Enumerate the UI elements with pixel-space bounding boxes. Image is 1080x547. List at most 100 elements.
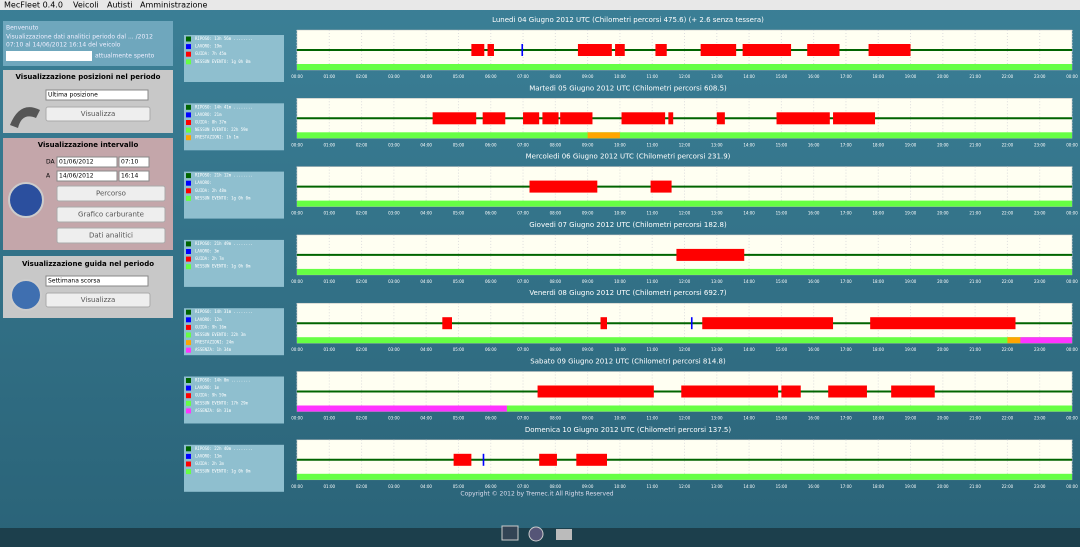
- app-name: MecFleet 0.4.0: [4, 1, 63, 10]
- hour-label: 11:00: [646, 211, 658, 216]
- hour-label: 22:00: [1002, 279, 1014, 284]
- taskbar-icon[interactable]: [556, 529, 572, 540]
- field-label: A: [46, 173, 51, 180]
- taskbar-icon[interactable]: [528, 526, 544, 542]
- time-field[interactable]: [118, 156, 150, 168]
- hour-label: 12:00: [679, 142, 691, 147]
- hour-label: 19:00: [905, 484, 917, 489]
- legend-swatch: [186, 385, 191, 391]
- hour-label: 02:00: [356, 484, 368, 489]
- activity-segment: [702, 317, 834, 330]
- hour-label: 12:00: [679, 484, 691, 489]
- menu-item[interactable]: Autisti: [107, 1, 132, 10]
- hour-label: 21:00: [969, 347, 981, 352]
- hour-label: 04:00: [420, 347, 432, 352]
- legend-swatch: [186, 400, 191, 406]
- hour-label: 10:00: [614, 74, 626, 79]
- hour-label: 18:00: [872, 416, 884, 421]
- date-value: 14/06/2012: [59, 173, 94, 180]
- menu-item[interactable]: Amministrazione: [140, 1, 207, 10]
- activity-segment: [521, 44, 524, 56]
- hour-label: 03:00: [388, 484, 400, 489]
- hour-label: 08:00: [550, 484, 562, 489]
- hour-label: 17:00: [840, 211, 852, 216]
- hour-label: 19:00: [905, 279, 917, 284]
- activity-segment: [868, 44, 911, 56]
- legend-swatch: [186, 264, 191, 270]
- hour-label: 13:00: [711, 416, 723, 421]
- legend-text: LAVORO: 3m: [195, 249, 220, 254]
- legend-text: GUIDA: 8h 37m: [195, 120, 227, 125]
- hour-label: 00:00: [1066, 142, 1078, 147]
- hour-label: 01:00: [324, 211, 336, 216]
- day-title: Mercoledi 06 Giugno 2012 UTC (Chilometri…: [526, 153, 731, 161]
- hour-label: 16:00: [808, 484, 820, 489]
- hour-label: 01:00: [324, 74, 336, 79]
- button-label: Percorso: [96, 190, 126, 198]
- select[interactable]: [45, 275, 149, 287]
- hour-label: 16:00: [808, 74, 820, 79]
- vehicle-field[interactable]: [6, 51, 92, 61]
- activity-segment: [453, 453, 472, 466]
- legend-swatch: [186, 135, 191, 141]
- legend-text: PRESTAZIONI: 1h 1m: [195, 135, 239, 140]
- button[interactable]: [45, 292, 151, 308]
- button[interactable]: [56, 185, 166, 202]
- legend-swatch: [186, 180, 191, 186]
- select[interactable]: [45, 89, 149, 101]
- hour-label: 23:00: [1034, 484, 1046, 489]
- button-label: Visualizza: [81, 296, 115, 304]
- hour-label: 05:00: [453, 416, 465, 421]
- hour-label: 11:00: [646, 279, 658, 284]
- activity-segment: [807, 44, 840, 56]
- legend-text: RIPOSO: 21h 49m ........: [195, 241, 253, 246]
- hour-label: 20:00: [937, 279, 949, 284]
- taskbar-icon[interactable]: [501, 525, 519, 541]
- hour-label: 19:00: [905, 142, 917, 147]
- day-title: Venerdi 08 Giugno 2012 UTC (Chilometri p…: [529, 289, 727, 297]
- button[interactable]: [56, 206, 166, 223]
- hour-label: 11:00: [646, 484, 658, 489]
- legend-text: ASSENZA: 1h 34m: [195, 347, 232, 352]
- date-field[interactable]: [56, 170, 118, 182]
- button[interactable]: [56, 227, 166, 244]
- date-field[interactable]: [56, 156, 118, 168]
- legend-swatch: [186, 317, 191, 323]
- activity-segment: [487, 44, 494, 56]
- hour-label: 23:00: [1034, 142, 1046, 147]
- legend-box: [184, 239, 284, 287]
- legend-text: GUIDA: 9h 16m: [195, 324, 227, 329]
- hour-label: 14:00: [743, 416, 755, 421]
- hour-label: 02:00: [356, 416, 368, 421]
- button[interactable]: [45, 106, 151, 122]
- legend-box: [184, 103, 284, 151]
- legend-text: LAVORO: 13m: [195, 453, 222, 458]
- hour-label: 14:00: [743, 74, 755, 79]
- hour-label: 00:00: [1066, 347, 1078, 352]
- time-field[interactable]: [118, 170, 150, 182]
- hour-label: 11:00: [646, 74, 658, 79]
- no-event-bar: [297, 200, 1072, 207]
- hour-label: 16:00: [808, 211, 820, 216]
- hour-label: 06:00: [485, 279, 497, 284]
- activity-segment: [537, 385, 654, 398]
- no-event-bar: [297, 64, 1072, 70]
- hour-label: 08:00: [550, 416, 562, 421]
- hour-label: 01:00: [324, 347, 336, 352]
- hour-label: 00:00: [291, 74, 303, 79]
- period-text: 07:10 al 14/06/2012 16:14 del veicolo: [6, 42, 121, 49]
- hour-label: 15:00: [776, 211, 788, 216]
- hour-label: 01:00: [324, 142, 336, 147]
- hour-label: 20:00: [937, 142, 949, 147]
- hour-label: 08:00: [550, 211, 562, 216]
- activity-segment: [576, 453, 607, 466]
- menu-item[interactable]: Veicoli: [73, 1, 99, 10]
- panel-title: Visualizzazione posizioni nel periodo: [16, 73, 161, 81]
- hour-label: 16:00: [808, 416, 820, 421]
- hour-label: 06:00: [485, 74, 497, 79]
- legend-box: [184, 376, 284, 424]
- hour-label: 13:00: [711, 347, 723, 352]
- legend-swatch: [186, 127, 191, 133]
- activity-segment: [542, 112, 559, 125]
- day-title: Lunedi 04 Giugno 2012 UTC (Chilometri pe…: [492, 16, 764, 24]
